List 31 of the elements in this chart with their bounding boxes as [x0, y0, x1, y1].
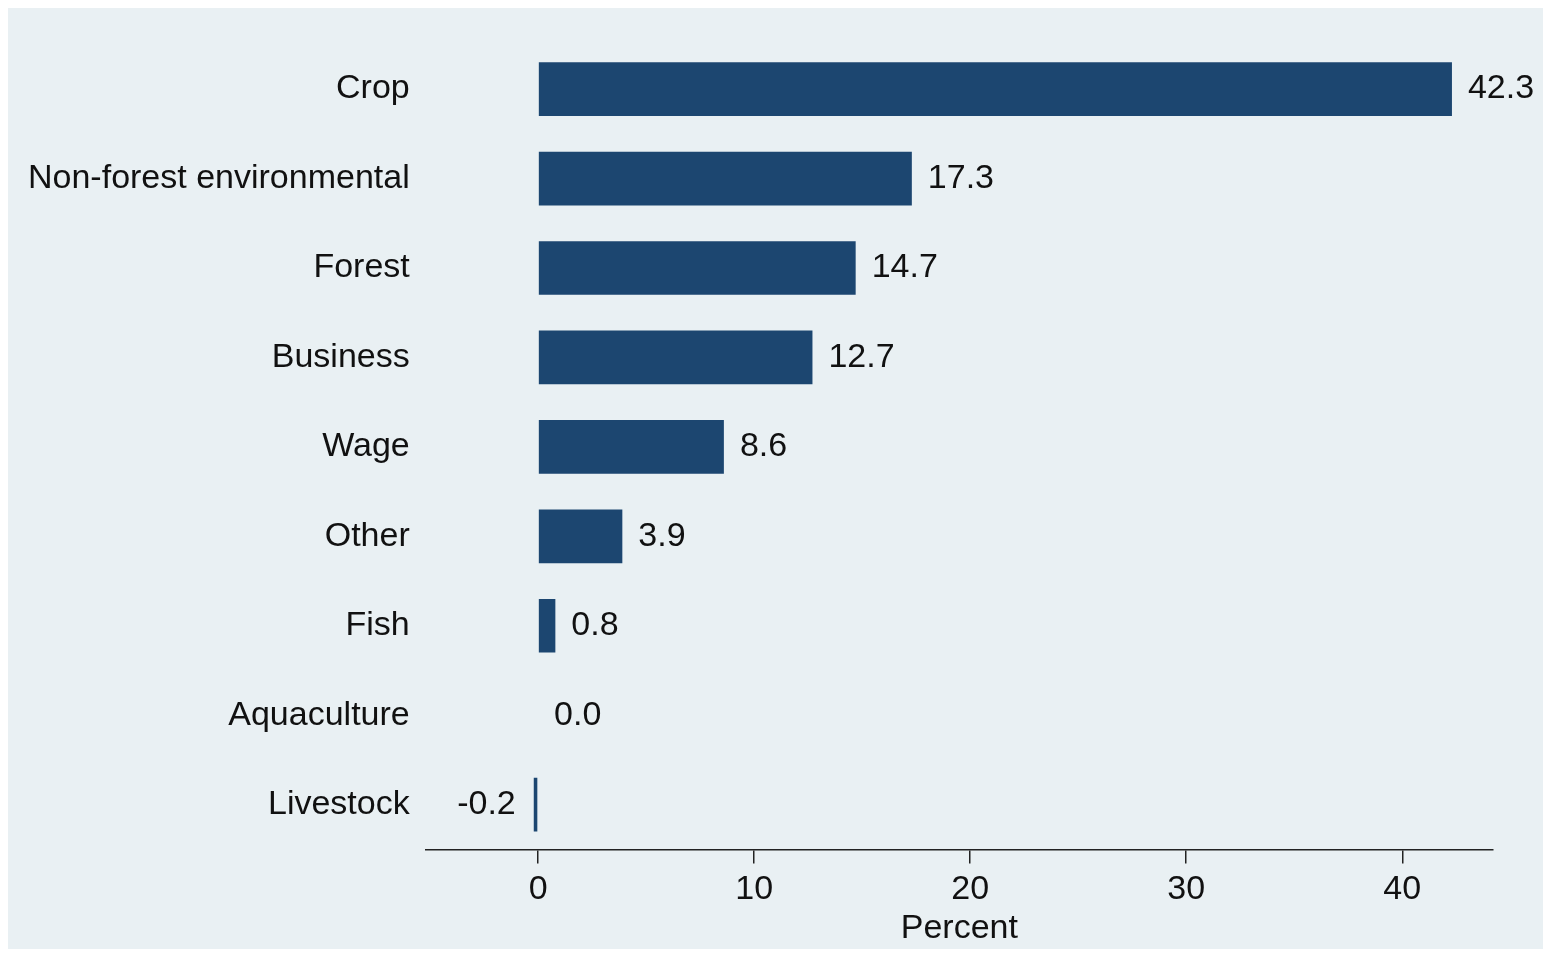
y-tick-label: Wage: [322, 425, 410, 464]
y-tick-label: Fish: [345, 604, 410, 643]
x-tick-label: 10: [735, 868, 774, 907]
bar: [538, 420, 724, 474]
y-tick-label: Aquaculture: [228, 693, 410, 732]
data-label: 12.7: [828, 335, 895, 374]
data-label: 8.6: [739, 425, 788, 464]
y-tick-label: Crop: [336, 67, 410, 106]
bar: [538, 598, 556, 653]
data-label: 14.7: [871, 246, 938, 285]
y-tick-label: Business: [271, 335, 410, 374]
y-tick-label: Forest: [313, 246, 411, 285]
bar: [538, 330, 813, 385]
bar: [538, 151, 912, 206]
data-label: 0.0: [554, 693, 602, 732]
bar: [538, 62, 1452, 116]
data-label: 17.3: [927, 156, 995, 195]
x-axis-title: Percent: [900, 906, 1019, 945]
x-tick-label: 40: [1383, 868, 1422, 907]
x-tick-label: 0: [528, 868, 548, 907]
bar: [538, 241, 856, 295]
data-label: 0.8: [571, 604, 619, 643]
x-tick-label: 20: [951, 868, 990, 907]
bar: [538, 509, 623, 564]
y-tick-label: Other: [324, 514, 410, 553]
y-tick-label: Non-forest environmental: [27, 156, 410, 195]
data-label: -0.2: [457, 783, 516, 822]
x-tick-label: 30: [1167, 868, 1206, 907]
data-label: 42.3: [1467, 67, 1535, 106]
data-label: 3.9: [638, 514, 686, 553]
y-tick-label: Livestock: [268, 783, 411, 822]
